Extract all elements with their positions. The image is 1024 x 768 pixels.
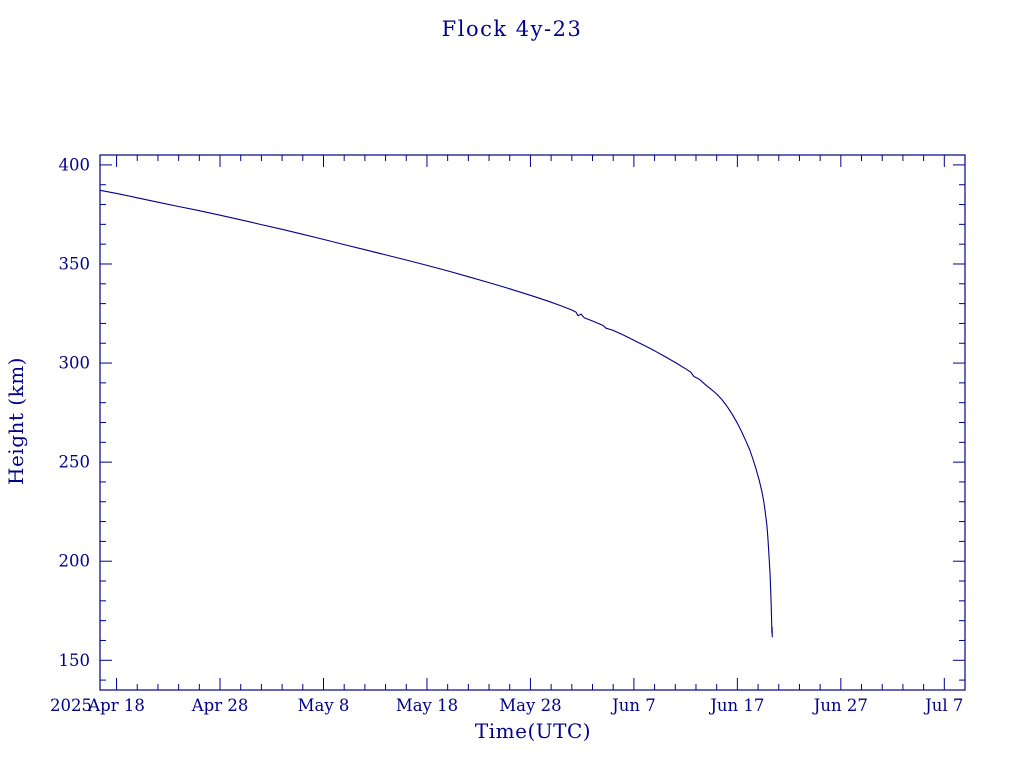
y-tick-label: 350 — [59, 254, 91, 273]
x-tick-label: Apr 28 — [191, 696, 249, 715]
y-tick-label: 200 — [59, 552, 91, 571]
y-tick-label: 250 — [59, 453, 91, 472]
x-tick-label: Jun 27 — [812, 696, 868, 715]
y-tick-label: 400 — [59, 155, 91, 174]
height-series-line — [99, 189, 773, 638]
x-tick-label: May 8 — [298, 696, 350, 715]
x-tick-label: Jul 7 — [923, 696, 963, 715]
y-tick-label: 150 — [59, 651, 91, 670]
x-axis-title: Time(UTC) — [474, 719, 592, 743]
x-tick-label: Jun 7 — [610, 696, 656, 715]
x-tick-label: May 28 — [499, 696, 561, 715]
x-tick-label: Jun 17 — [708, 696, 764, 715]
chart-title: Flock 4y-23 — [441, 17, 583, 41]
x-tick-label: Apr 18 — [87, 696, 145, 715]
y-axis-title: Height (km) — [4, 357, 28, 485]
plot-frame — [99, 154, 966, 691]
x-tick-label: May 18 — [396, 696, 458, 715]
y-tick-label: 300 — [59, 354, 91, 373]
x-axis-year-label: 2025 — [50, 696, 92, 715]
